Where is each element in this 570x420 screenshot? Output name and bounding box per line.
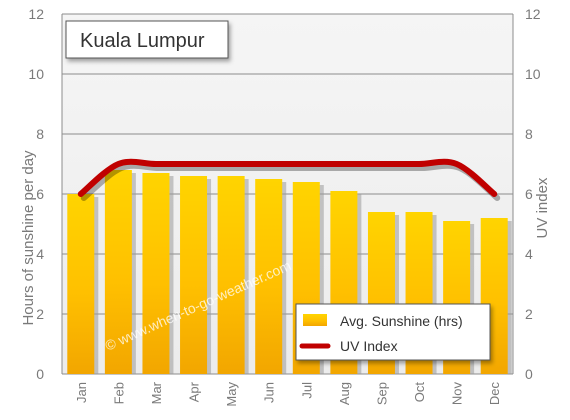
sunshine-bar xyxy=(67,194,95,374)
x-tick-label: Aug xyxy=(337,382,352,405)
x-tick-label: Jul xyxy=(299,382,314,399)
y2-tick-label: 4 xyxy=(525,246,533,262)
sunshine-bar xyxy=(180,176,208,374)
sunshine-bar xyxy=(255,179,283,374)
y-tick-label: 2 xyxy=(36,306,44,322)
x-tick-label: Jan xyxy=(74,382,89,403)
title-box: Kuala Lumpur xyxy=(65,20,229,59)
bars xyxy=(67,170,512,374)
y2-tick-label: 6 xyxy=(525,186,533,202)
sunshine-bar xyxy=(217,176,245,374)
sunshine-bar xyxy=(104,170,132,374)
uv-line-group xyxy=(77,158,501,201)
grid-lines xyxy=(62,13,513,375)
y-tick-label: 12 xyxy=(28,6,44,22)
x-tick-label: Feb xyxy=(111,382,126,404)
y-axis-label: Hours of sunshine per day xyxy=(20,150,37,326)
y2-tick-label: 0 xyxy=(525,366,533,382)
y2-tick-label: 10 xyxy=(525,66,541,82)
y-tick-label: 4 xyxy=(36,246,44,262)
y-tick-label: 0 xyxy=(36,366,44,382)
x-tick-label: Nov xyxy=(450,382,465,406)
y2-tick-label: 8 xyxy=(525,126,533,142)
x-tick-label: Jun xyxy=(262,382,277,403)
chart-title: Kuala Lumpur xyxy=(80,30,205,52)
x-tick-label: Apr xyxy=(187,381,202,402)
legend-swatch-sunshine xyxy=(303,314,327,326)
y2-tick-label: 12 xyxy=(525,6,541,22)
y-tick-label: 10 xyxy=(28,66,44,82)
legend: Avg. Sunshine (hrs) UV Index xyxy=(295,303,491,361)
legend-label-sunshine: Avg. Sunshine (hrs) xyxy=(340,313,463,329)
x-tick-label: Sep xyxy=(374,382,389,405)
legend-label-uv: UV Index xyxy=(340,338,398,354)
x-tick-label: Dec xyxy=(487,382,502,406)
uv-line-shadow xyxy=(80,162,501,201)
x-tick-label: Oct xyxy=(412,382,427,403)
sunshine-bar xyxy=(142,173,170,374)
uv-index-line xyxy=(77,158,498,197)
y2-axis-label: UV index xyxy=(534,177,551,238)
axes: 0 0 2 2 4 4 6 6 8 8 10 10 12 12 Jan Feb Mar Apr May Jun Jul A… xyxy=(28,6,540,407)
x-tick-label: May xyxy=(224,382,239,407)
y-tick-label: 6 xyxy=(36,186,44,202)
y2-tick-label: 2 xyxy=(525,306,533,322)
x-tick-label: Mar xyxy=(149,381,164,404)
y-tick-label: 8 xyxy=(36,126,44,142)
